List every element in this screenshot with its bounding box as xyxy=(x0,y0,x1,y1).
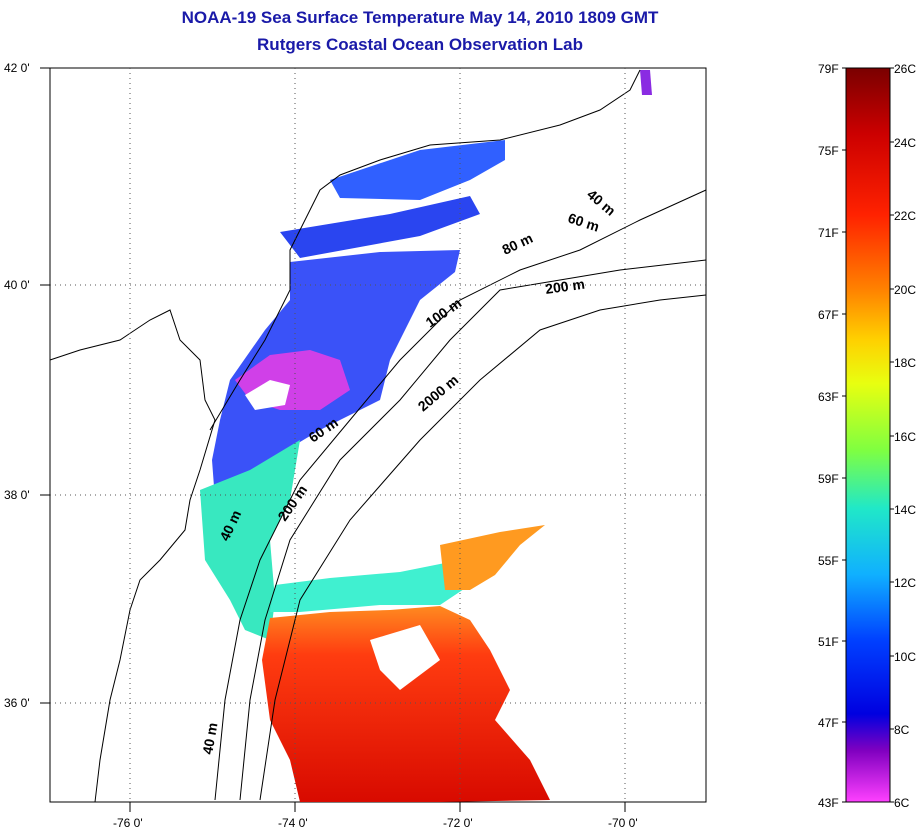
contour-label: 40 m xyxy=(199,721,220,755)
colorbar-f-label: 59F xyxy=(818,472,839,486)
lat-label: 38 0' xyxy=(4,488,30,502)
sst-gulf-of-maine-patch xyxy=(640,70,652,95)
colorbar-c-label: 14C xyxy=(894,503,917,517)
colorbar-c-label: 22C xyxy=(894,209,917,223)
lat-label: 36 0' xyxy=(4,696,30,710)
colorbar-f-label: 71F xyxy=(818,226,839,240)
sst-coastal-band xyxy=(200,440,300,640)
sst-north-plume xyxy=(330,140,505,200)
colorbar-c-label: 6C xyxy=(894,796,910,810)
colorbar-c-label: 16C xyxy=(894,430,917,444)
colorbar-f-label: 43F xyxy=(818,796,839,810)
lat-label: 42 0' xyxy=(4,61,30,75)
sst-cloud-gap-south xyxy=(370,625,440,690)
sst-frontal-band xyxy=(270,560,470,612)
colorbar xyxy=(845,67,891,803)
contour-200m xyxy=(239,259,707,801)
frame-ticks xyxy=(40,67,626,812)
contour-60m xyxy=(214,189,707,801)
contour-label: 200 m xyxy=(544,276,586,297)
contour-2000m xyxy=(259,294,707,801)
map-title: NOAA-19 Sea Surface Temperature May 14, … xyxy=(181,8,659,27)
sst-fill xyxy=(200,70,652,802)
colorbar-f-label: 47F xyxy=(818,716,839,730)
lon-label: -70 0' xyxy=(608,816,638,830)
colorbar-f-label: 75F xyxy=(818,144,839,158)
colorbar-f-label: 79F xyxy=(818,62,839,76)
bathymetry-contours xyxy=(214,189,707,801)
colorbar-c-label: 12C xyxy=(894,576,917,590)
coastline-north xyxy=(209,69,641,431)
colorbar-c-label: 18C xyxy=(894,356,917,370)
lon-label: -76 0' xyxy=(113,816,143,830)
colorbar-f-label: 63F xyxy=(818,390,839,404)
sst-gulf-stream xyxy=(262,606,550,802)
colorbar-f-label: 51F xyxy=(818,635,839,649)
colorbar-c-label: 20C xyxy=(894,283,917,297)
lon-label: -74 0' xyxy=(278,816,308,830)
colorbar-f-label: 55F xyxy=(818,554,839,568)
sst-gulf-stream-north xyxy=(440,525,545,590)
colorbar-c-label: 26C xyxy=(894,62,917,76)
lon-label: -72 0' xyxy=(443,816,473,830)
sst-north-band xyxy=(280,196,480,258)
colorbar-c-label: 24C xyxy=(894,136,917,150)
colorbar-c-label: 8C xyxy=(894,723,910,737)
sst-cloud-gap xyxy=(245,380,290,410)
coastline-south xyxy=(49,309,216,803)
map-subtitle: Rutgers Coastal Ocean Observation Lab xyxy=(257,35,583,54)
lat-label: 40 0' xyxy=(4,278,30,292)
colorbar-ticks xyxy=(842,67,894,803)
colorbar-f-label: 67F xyxy=(818,308,839,322)
colorbar-c-label: 10C xyxy=(894,650,917,664)
